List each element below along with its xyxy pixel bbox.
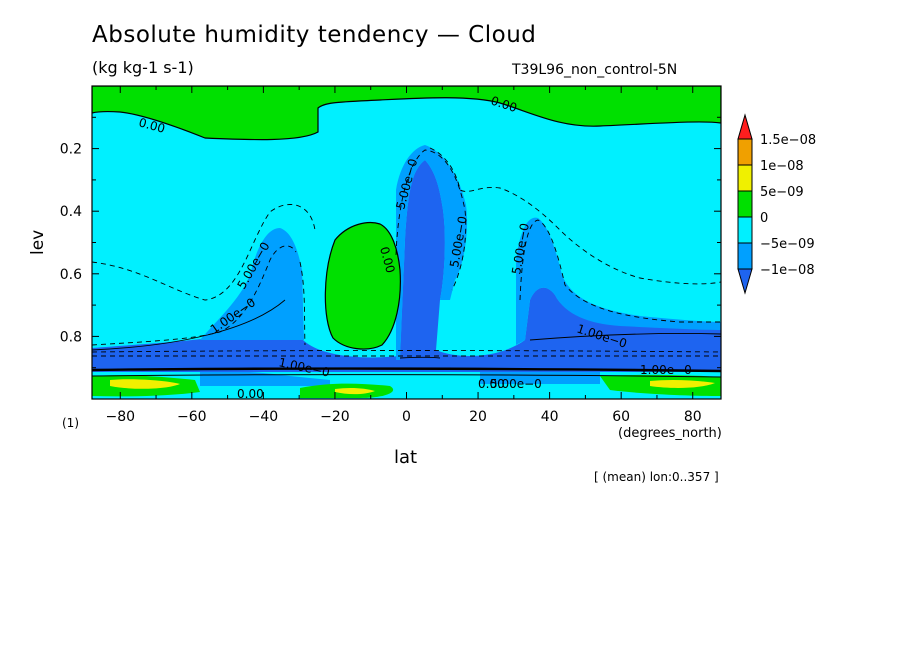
x-tick-label: 80: [684, 409, 702, 425]
contour-dash-4: [299, 261, 306, 346]
contour-label: 0.00: [237, 387, 264, 401]
run-label: T39L96_non_control-5N: [512, 62, 678, 78]
y-tick-label: 0.4: [60, 204, 82, 220]
colorbar-segment: [737, 138, 753, 166]
contour-surface-thick: [92, 367, 721, 373]
x-tick-label: −80: [105, 409, 135, 425]
field-top-band: [92, 86, 721, 141]
x-tick-label: 0: [402, 409, 411, 425]
field-halo-left: [200, 228, 304, 340]
contour-label: 0.00: [478, 377, 505, 391]
colorbar-label: 0: [760, 211, 768, 226]
mean-note: [ (mean) lon:0..357 ]: [594, 470, 719, 484]
plot-area: [92, 86, 721, 399]
colorbar-top-arrow: [737, 113, 753, 140]
contour-label: 0.00: [137, 115, 166, 135]
contour-dash-6: [519, 219, 721, 323]
y-tick-label: 0.2: [60, 142, 82, 158]
colorbar-bottom-arrow: [737, 268, 753, 295]
y-axis: 0.2 0.4 0.6 0.8: [60, 116, 721, 369]
contour-label: 5.00e−0: [490, 377, 542, 391]
colorbar-segment: [737, 242, 753, 270]
x-tick-label: −60: [177, 409, 207, 425]
contour-dash-1: [92, 204, 316, 301]
colorbar: 1.5e−08 1e−08 5e−09 0 −5e−09 −1e−08: [737, 113, 816, 295]
field-green-blob: [324, 221, 401, 350]
colorbar-segment: [737, 190, 753, 218]
field-surface-yellow-right: [650, 379, 715, 388]
x-tick-label: −20: [320, 409, 350, 425]
colorbar-label: −5e−09: [760, 237, 815, 252]
colorbar-label: 1.5e−08: [760, 133, 816, 148]
x-tick-label: 40: [541, 409, 559, 425]
contour-dash-8: [92, 350, 721, 353]
contour-dash-3: [92, 245, 297, 346]
field-surface-yellow-mid: [335, 387, 375, 395]
x-axis-unit: (degrees_north): [618, 426, 722, 441]
contour-surface-thin: [92, 374, 721, 378]
colorbar-label: 5e−09: [760, 185, 804, 200]
contour-solid-1: [92, 299, 286, 351]
contour-dash-2: [429, 147, 721, 285]
chart-units: (kg kg-1 s-1): [92, 58, 194, 77]
colorbar-segment: [737, 216, 753, 244]
contour-dash-5: [395, 149, 467, 291]
field-halo-mid: [396, 145, 468, 360]
y-tick-label: 0.6: [60, 267, 82, 283]
x-tick-label: 60: [612, 409, 630, 425]
colorbar-label: −1e−08: [760, 263, 815, 278]
chart-title: Absolute humidity tendency — Cloud: [92, 22, 537, 48]
contour-label: 0.00: [377, 245, 397, 274]
x-tick-label: 20: [469, 409, 487, 425]
contour-solid-3: [399, 356, 441, 359]
contour-label: 1.00e−0: [640, 363, 692, 377]
field-surface-yellow-left: [110, 379, 180, 389]
panel-label: (1): [62, 416, 79, 430]
x-tick-label: −40: [249, 409, 279, 425]
x-axis: −80 −60 −40 −20 0 20 40 60 80: [105, 86, 702, 425]
colorbar-label: 1e−08: [760, 159, 804, 174]
field-halo-right: [516, 217, 721, 345]
colorbar-segment: [737, 164, 753, 192]
x-axis-label: lat: [394, 447, 418, 468]
y-tick-label: 0.8: [60, 329, 82, 345]
contour-solid-2: [529, 333, 721, 341]
